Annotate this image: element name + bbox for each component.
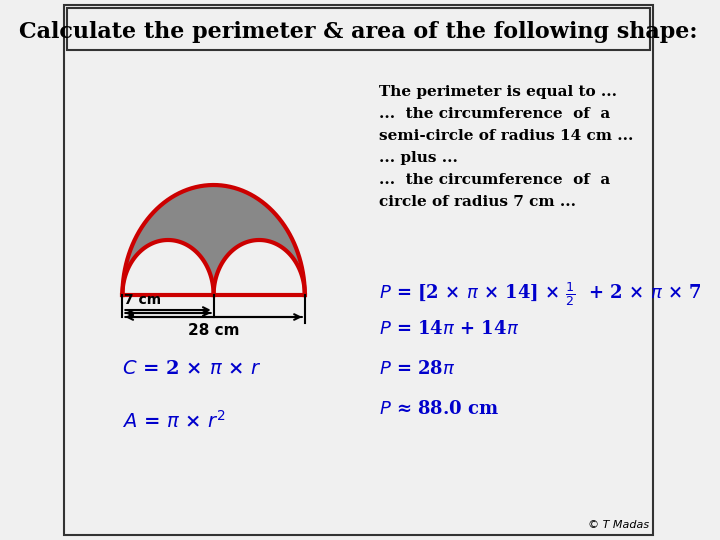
Text: 28 cm: 28 cm (188, 323, 239, 338)
Text: $\mathit{C}$ = 2 × $\pi$ × $\mathit{r}$: $\mathit{C}$ = 2 × $\pi$ × $\mathit{r}$ (122, 360, 262, 378)
Text: ... plus ...: ... plus ... (379, 151, 459, 165)
Text: 7 cm: 7 cm (124, 293, 161, 307)
Text: © T Madas: © T Madas (588, 520, 649, 530)
Text: Calculate the perimeter & area of the following shape:: Calculate the perimeter & area of the fo… (19, 21, 698, 43)
Text: ...  the circumference  of  a: ... the circumference of a (379, 173, 611, 187)
Polygon shape (214, 240, 305, 295)
Text: circle of radius 7 cm ...: circle of radius 7 cm ... (379, 195, 577, 209)
FancyBboxPatch shape (64, 5, 653, 535)
Text: $\mathit{P}$ ≈ 88.0 cm: $\mathit{P}$ ≈ 88.0 cm (379, 400, 500, 418)
Text: $\mathit{A}$ = $\pi$ × $\mathit{r}$$^2$: $\mathit{A}$ = $\pi$ × $\mathit{r}$$^2$ (122, 410, 226, 432)
Text: $\mathit{P}$ = 28$\pi$: $\mathit{P}$ = 28$\pi$ (379, 360, 456, 378)
Polygon shape (122, 185, 305, 295)
Text: ...  the circumference  of  a: ... the circumference of a (379, 107, 611, 121)
Text: $\mathit{P}$ = [2 × $\pi$ × 14] × $\frac{1}{2}$  + 2 × $\pi$ × 7: $\mathit{P}$ = [2 × $\pi$ × 14] × $\frac… (379, 280, 702, 308)
Text: semi-circle of radius 14 cm ...: semi-circle of radius 14 cm ... (379, 129, 634, 143)
Text: The perimeter is equal to ...: The perimeter is equal to ... (379, 85, 618, 99)
Text: $\mathit{P}$ = 14$\pi$ + 14$\pi$: $\mathit{P}$ = 14$\pi$ + 14$\pi$ (379, 320, 520, 338)
FancyBboxPatch shape (67, 8, 650, 50)
Polygon shape (122, 240, 214, 295)
